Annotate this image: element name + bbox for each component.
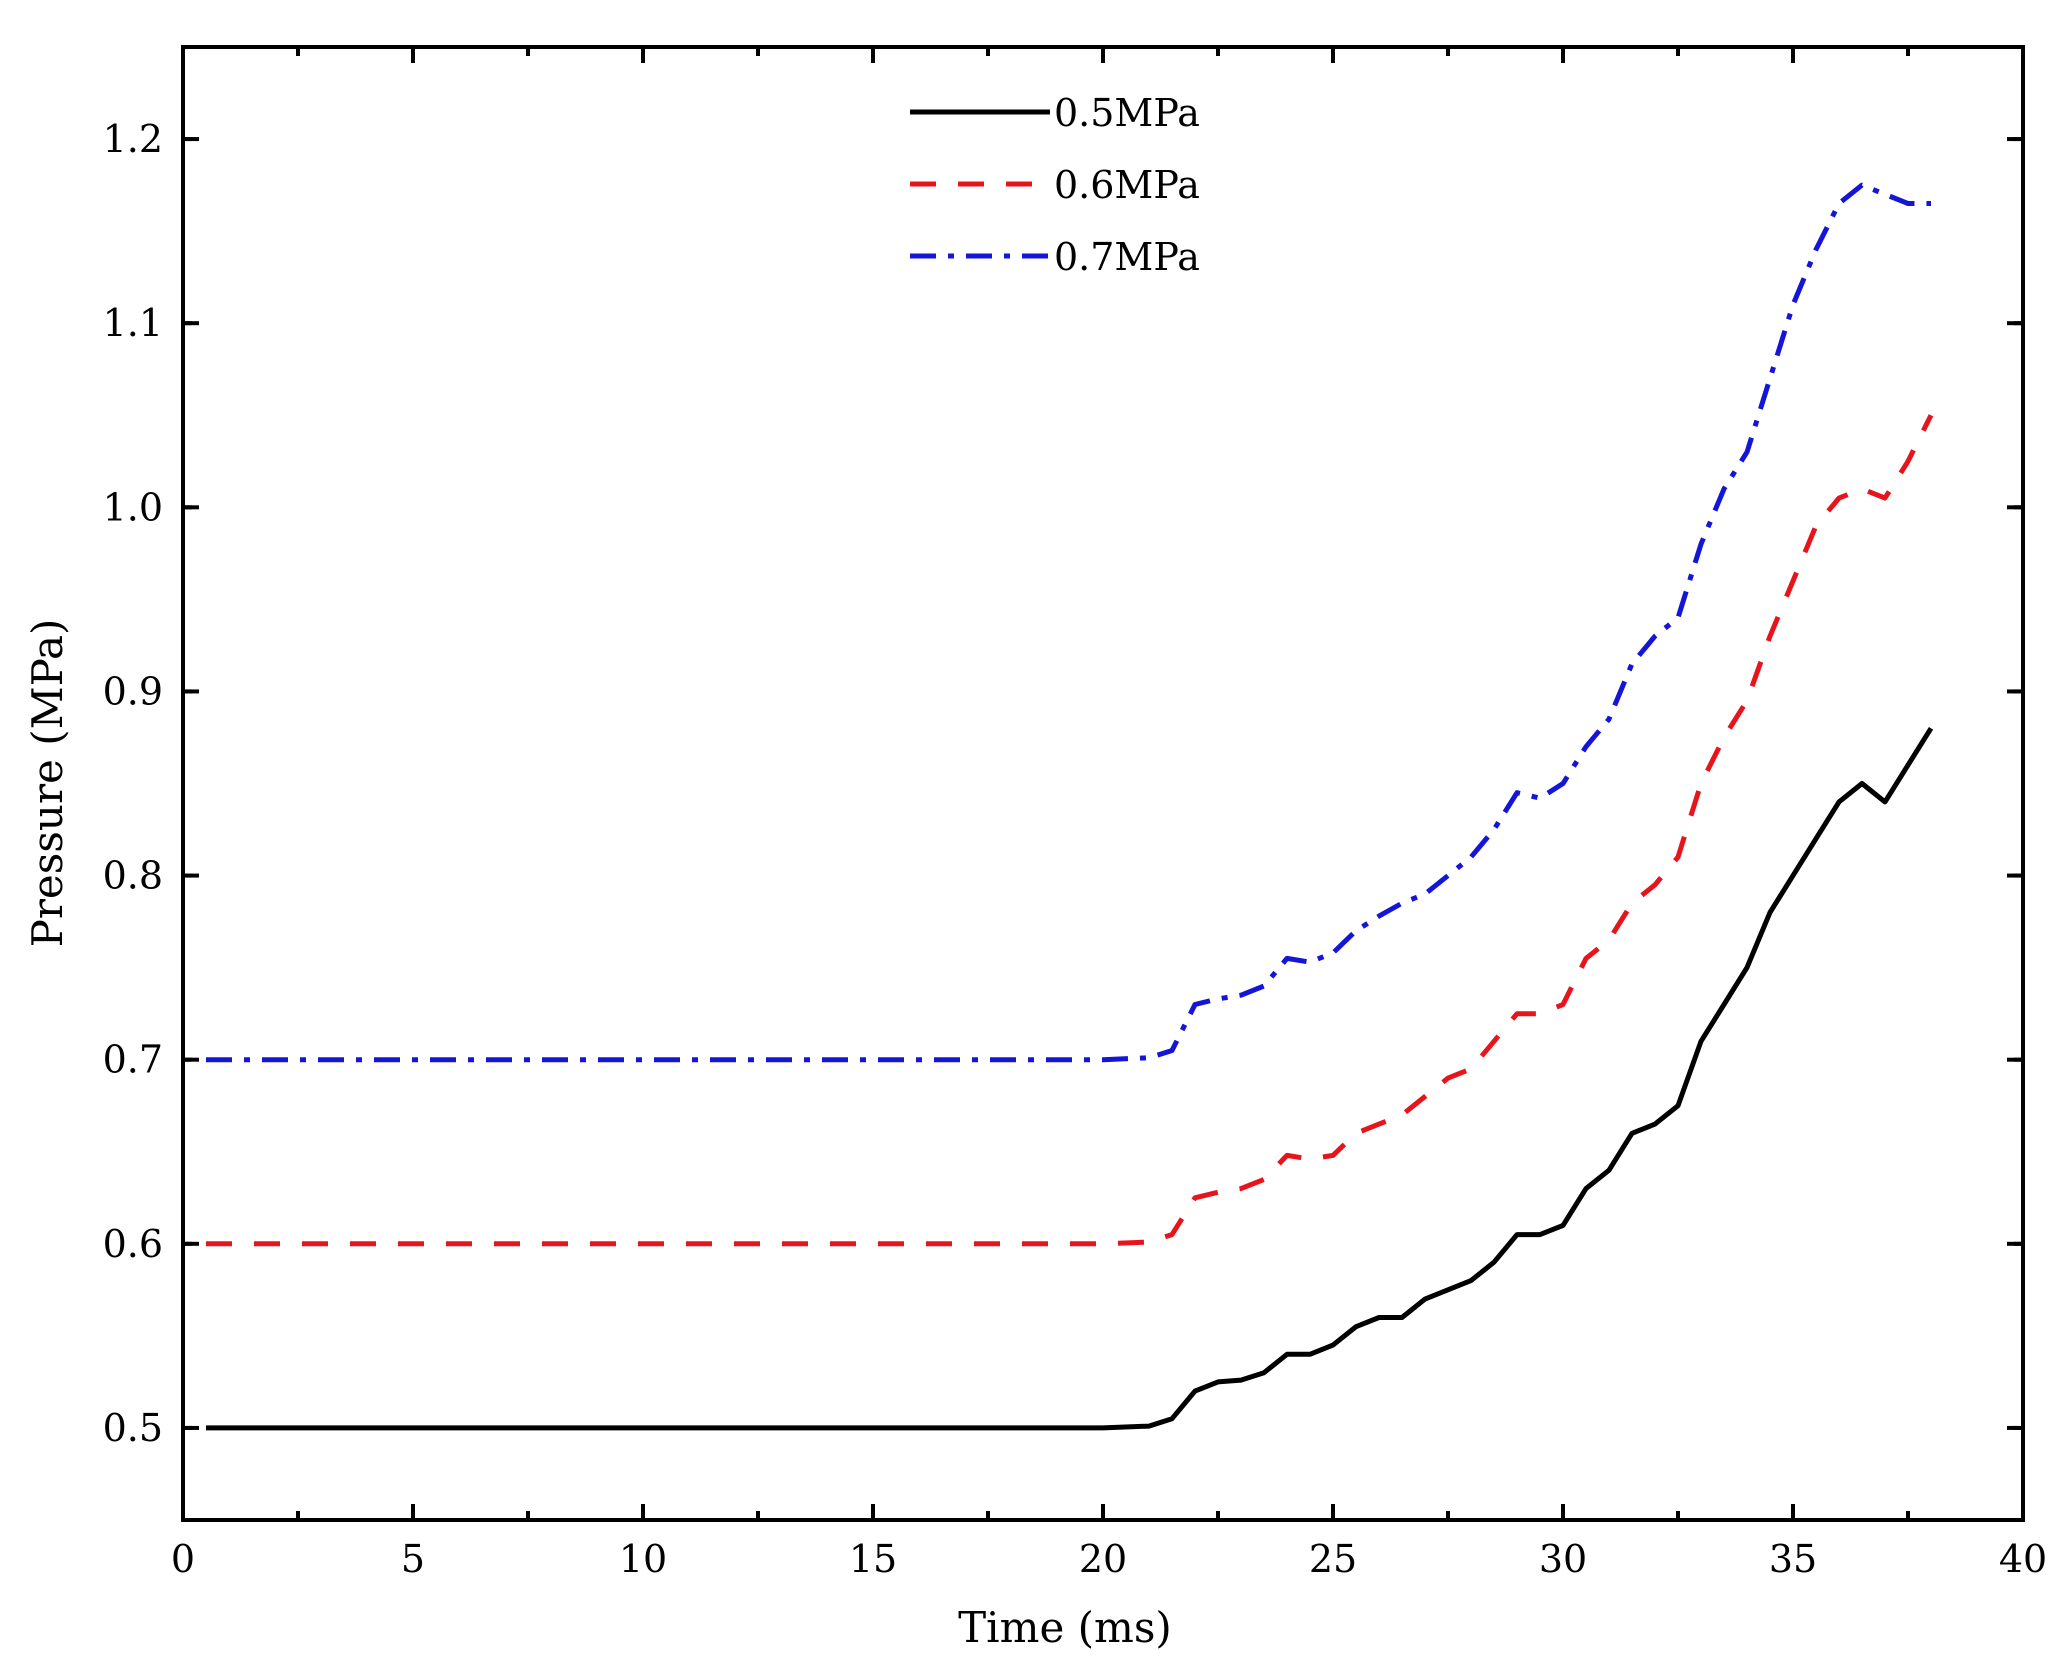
series-line-3 <box>206 182 1931 1063</box>
x-tick-label: 0 <box>171 1537 195 1581</box>
x-tick-label: 20 <box>1079 1537 1127 1581</box>
legend-label: 0.6MPa <box>1054 163 1200 207</box>
x-tick-label: 35 <box>1769 1537 1817 1581</box>
y-tick-label: 1.2 <box>103 117 163 161</box>
x-tick-label: 15 <box>849 1537 897 1581</box>
y-tick-label: 0.7 <box>103 1038 163 1082</box>
series-layer <box>206 182 1934 1431</box>
y-tick-label: 0.9 <box>103 669 163 713</box>
plot-frame <box>181 45 2025 1522</box>
y-tick-label: 1.1 <box>103 301 163 345</box>
y-axis-title: Pressure (MPa) <box>23 619 72 948</box>
plot-area <box>183 47 2023 1520</box>
x-axis-title: Time (ms) <box>958 1603 1172 1652</box>
series-line-2 <box>206 414 1934 1247</box>
y-tick-label: 1.0 <box>103 485 163 529</box>
series-line-1 <box>206 726 1934 1431</box>
x-tick-label: 25 <box>1309 1537 1357 1581</box>
x-tick-label: 5 <box>401 1537 425 1581</box>
legend: 0.5MPa 0.6MPa 0.7MPa <box>910 91 1200 279</box>
y-tick-label: 0.6 <box>103 1222 163 1266</box>
legend-label: 0.5MPa <box>1054 91 1200 135</box>
y-tick-label: 0.8 <box>103 854 163 898</box>
y-tick-label: 0.5 <box>103 1406 163 1450</box>
x-tick-label: 40 <box>1999 1537 2047 1581</box>
x-tick-label: 30 <box>1539 1537 1587 1581</box>
labels-layer: 0 5 10 15 20 25 30 35 40 0.5 0.6 0.7 0.8 0.9 1.0 1.1 1.2 <box>103 117 2048 1581</box>
x-tick-label: 10 <box>619 1537 667 1581</box>
legend-label: 0.7MPa <box>1054 235 1200 279</box>
